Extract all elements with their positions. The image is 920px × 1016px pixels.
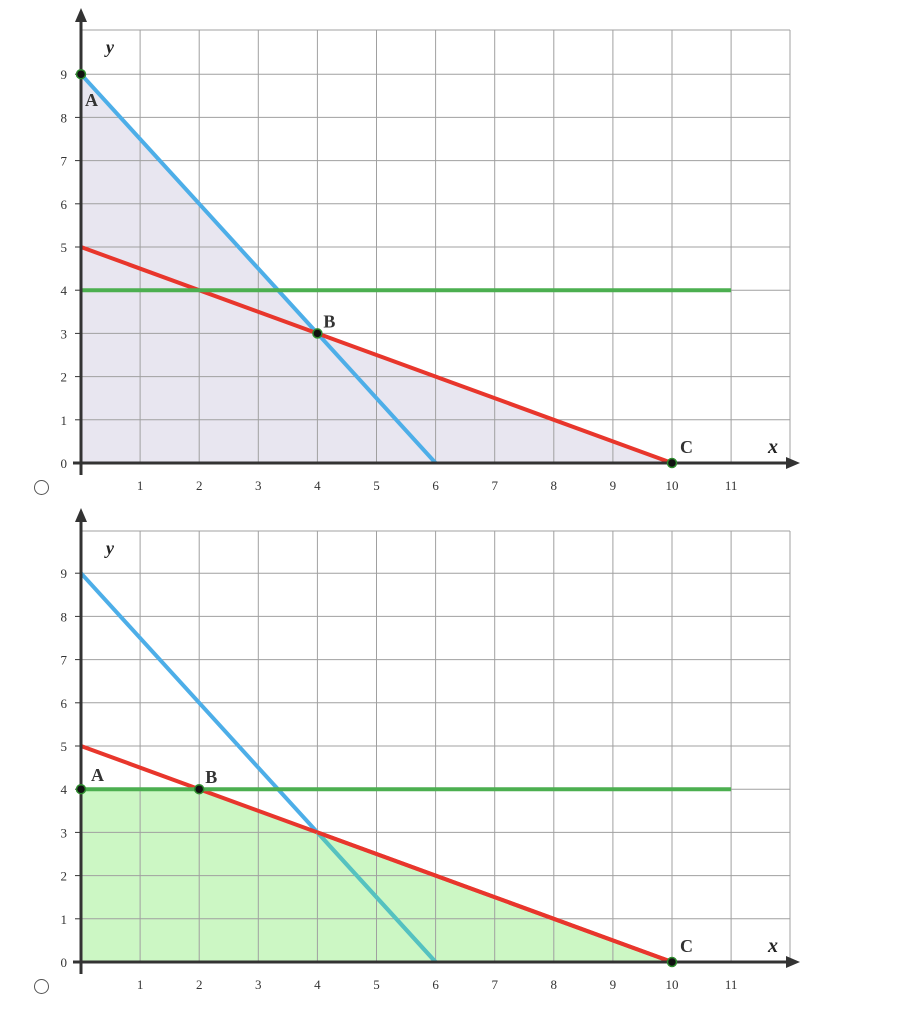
x-tick-label: 11 (725, 977, 738, 992)
x-tick-label: 10 (666, 977, 679, 992)
y-tick-label: 6 (61, 197, 68, 212)
radio-button-option-1[interactable] (34, 480, 49, 495)
x-tick-label: 7 (491, 977, 498, 992)
blue-line (79, 72, 438, 465)
radio-button-option-2[interactable] (34, 979, 49, 994)
graph-option-2: 1 2 3 4 5 6 7 8 9 10 11 0 1 2 3 4 5 6 7 8 9 y x A B C (61, 508, 800, 992)
x-tick-label: 9 (610, 977, 617, 992)
point-a-marker (75, 68, 87, 80)
y-tick-label: 3 (61, 326, 68, 341)
point-a-label: A (85, 90, 98, 110)
x-tick-label: 8 (551, 478, 558, 493)
graph-option-1: 1 2 3 4 5 6 7 8 9 10 11 0 1 2 3 4 5 6 7 8 9 y x A B C (61, 8, 800, 493)
x-tick-label: 8 (551, 977, 558, 992)
x-tick-label: 5 (373, 977, 380, 992)
x-tick-label: 1 (137, 977, 144, 992)
x-axis-arrow-icon (786, 457, 800, 469)
y-axis-label: y (104, 37, 115, 57)
x-tick-label: 4 (314, 977, 321, 992)
point-b-marker (312, 328, 323, 339)
y-tick-label: 7 (61, 154, 68, 169)
y-tick-label: 1 (61, 413, 68, 428)
y-tick-label: 0 (61, 456, 68, 471)
x-tick-label: 2 (196, 478, 203, 493)
point-b-label: B (205, 767, 217, 787)
point-b-label: B (323, 311, 335, 331)
x-tick-label: 3 (255, 977, 262, 992)
red-line (316, 830, 673, 964)
y-tick-label: 7 (61, 653, 68, 668)
x-tick-label: 2 (196, 977, 203, 992)
x-tick-label: 4 (314, 478, 321, 493)
x-tick-label: 7 (491, 478, 498, 493)
point-c-marker (666, 956, 678, 968)
y-tick-label: 4 (61, 283, 68, 298)
x-tick-label: 10 (666, 478, 679, 493)
y-tick-label: 4 (61, 782, 68, 797)
x-tick-label: 5 (373, 478, 380, 493)
x-tick-label: 6 (432, 478, 439, 493)
y-tick-label: 9 (61, 566, 68, 581)
y-tick-label: 2 (61, 370, 68, 385)
x-axis-arrow-icon (786, 956, 800, 968)
x-tick-label: 3 (255, 478, 262, 493)
y-tick-label: 0 (61, 955, 68, 970)
y-tick-label: 2 (61, 869, 68, 884)
y-tick-label: 3 (61, 825, 68, 840)
y-axis-label: y (104, 538, 115, 558)
red-line (80, 245, 673, 465)
grid (81, 530, 791, 962)
point-c-marker (666, 457, 678, 469)
y-axis-arrow-icon (75, 8, 87, 22)
x-tick-label: 6 (432, 977, 439, 992)
y-tick-label: 8 (61, 609, 68, 624)
x-tick-label: 11 (725, 478, 738, 493)
y-tick-label: 5 (61, 240, 68, 255)
point-a-marker (75, 783, 87, 795)
y-axis-arrow-icon (75, 508, 87, 522)
y-tick-label: 6 (61, 696, 68, 711)
point-b-marker (193, 783, 205, 795)
x-tick-label: 1 (137, 478, 144, 493)
x-axis-label: x (767, 436, 778, 458)
answer-option-1[interactable]: 1 2 3 4 5 6 7 8 9 10 11 0 1 2 3 4 5 6 7 8 9 y x A B C (0, 0, 920, 500)
x-tick-label: 9 (610, 478, 617, 493)
y-tick-label: 8 (61, 110, 68, 125)
y-tick-label: 9 (61, 67, 68, 82)
feasible-region (81, 74, 672, 463)
blue-line-in-region (315, 831, 438, 964)
y-tick-label: 1 (61, 912, 68, 927)
point-c-label: C (680, 437, 693, 457)
x-axis-label: x (767, 935, 778, 957)
point-c-label: C (680, 936, 693, 956)
point-a-label: A (91, 765, 104, 785)
y-tick-label: 5 (61, 739, 68, 754)
answer-option-2[interactable]: 1 2 3 4 5 6 7 8 9 10 11 0 1 2 3 4 5 6 7 8 9 y x A B C (0, 500, 920, 1016)
